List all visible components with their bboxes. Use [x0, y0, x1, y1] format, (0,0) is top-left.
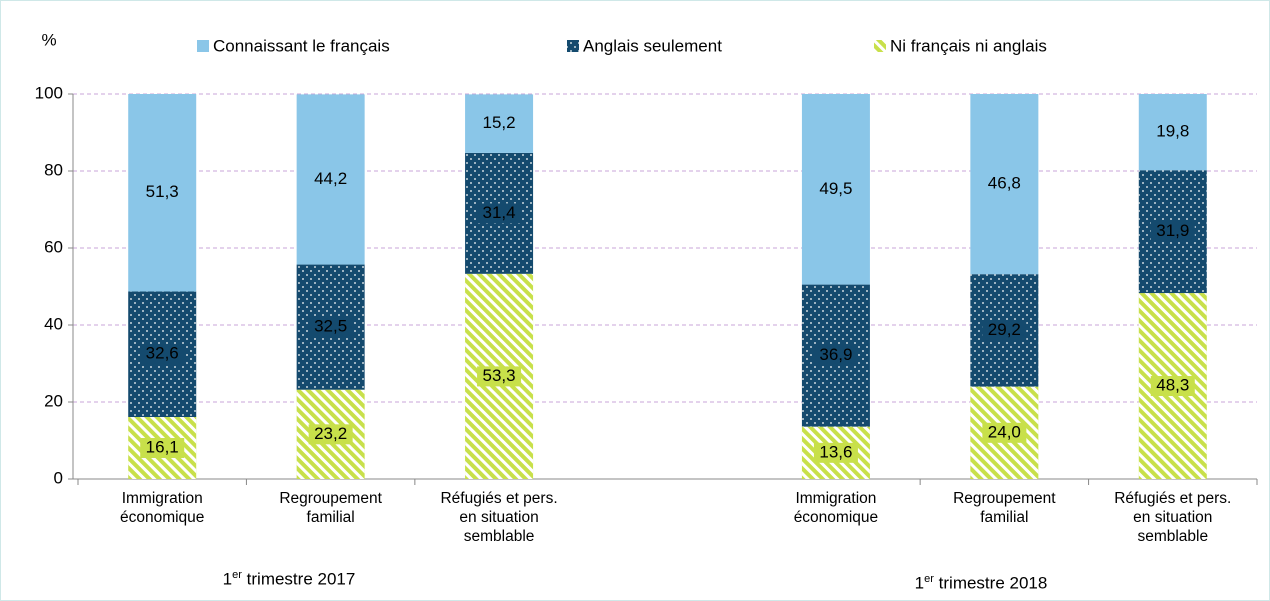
- group-label: 1er trimestre 2018: [851, 573, 1111, 594]
- legend-swatch-pattern: [874, 40, 886, 52]
- bar-segment: [128, 94, 197, 292]
- label-bg: [477, 366, 522, 387]
- data-label: 29,2: [988, 320, 1021, 339]
- data-label: 53,3: [483, 366, 516, 385]
- label-bg: [813, 442, 858, 463]
- y-tick-label: 20: [44, 391, 63, 410]
- legend-label: Anglais seulement: [583, 36, 722, 55]
- x-tick-label: Immigration économique: [119, 490, 205, 526]
- group-text: trimestre 2017: [246, 569, 356, 589]
- y-tick-label: 80: [44, 160, 63, 179]
- data-label: 44,2: [314, 169, 347, 188]
- data-label: 49,5: [819, 179, 852, 198]
- data-label: 31,4: [483, 203, 516, 222]
- label-bg: [140, 438, 185, 459]
- y-axis-label: %: [41, 30, 56, 49]
- data-label: 23,2: [314, 424, 347, 443]
- legend-label: Ni français ni anglais: [890, 36, 1047, 55]
- bar-segment: [296, 94, 365, 265]
- data-label: 13,6: [819, 442, 852, 461]
- data-label: 16,1: [146, 437, 179, 456]
- legend-swatch: [197, 40, 209, 52]
- y-tick-label: 100: [35, 83, 63, 102]
- data-label: 46,8: [988, 174, 1021, 193]
- label-bg: [982, 320, 1027, 341]
- group-suffix: er: [232, 569, 242, 581]
- label-bg: [982, 422, 1027, 443]
- data-label: 51,3: [146, 182, 179, 201]
- label-bg: [308, 317, 353, 338]
- group-label: 1er trimestre 2017: [159, 569, 419, 590]
- legend-swatch-pattern: [567, 40, 579, 52]
- data-label: 15,2: [483, 113, 516, 132]
- label-bg: [308, 424, 353, 445]
- group-number: 1: [222, 569, 233, 589]
- x-tick-label: Regroupement familial: [279, 490, 382, 526]
- group-number: 1: [914, 573, 925, 593]
- y-tick-label: 60: [44, 237, 63, 256]
- data-label: 31,9: [1156, 221, 1189, 240]
- data-label: 19,8: [1156, 122, 1189, 141]
- x-tick-label: Regroupement familial: [953, 490, 1056, 526]
- group-text: trimestre 2018: [938, 573, 1048, 593]
- data-label: 32,5: [314, 317, 347, 336]
- x-tick-label: Réfugiés et pers. en situation semblable: [1114, 490, 1232, 545]
- x-tick-label: Immigration économique: [793, 490, 879, 526]
- legend-label: Connaissant le français: [213, 36, 390, 55]
- data-label: 32,6: [146, 344, 179, 363]
- label-bg: [813, 345, 858, 366]
- y-tick-label: 40: [44, 314, 63, 333]
- x-tick-label: Réfugiés et pers. en situation semblable: [440, 490, 558, 545]
- bar-segment: [970, 94, 1039, 275]
- bar-segment: [801, 94, 870, 285]
- bar-segment: [465, 94, 534, 153]
- data-label: 36,9: [819, 345, 852, 364]
- label-bg: [477, 203, 522, 224]
- label-bg: [1150, 376, 1195, 397]
- data-label: 24,0: [988, 422, 1021, 441]
- label-bg: [1150, 221, 1195, 242]
- data-label: 48,3: [1156, 376, 1189, 395]
- group-suffix: er: [924, 573, 934, 585]
- y-tick-label: 0: [54, 468, 63, 487]
- label-bg: [140, 344, 185, 365]
- bar-segment: [1138, 94, 1207, 171]
